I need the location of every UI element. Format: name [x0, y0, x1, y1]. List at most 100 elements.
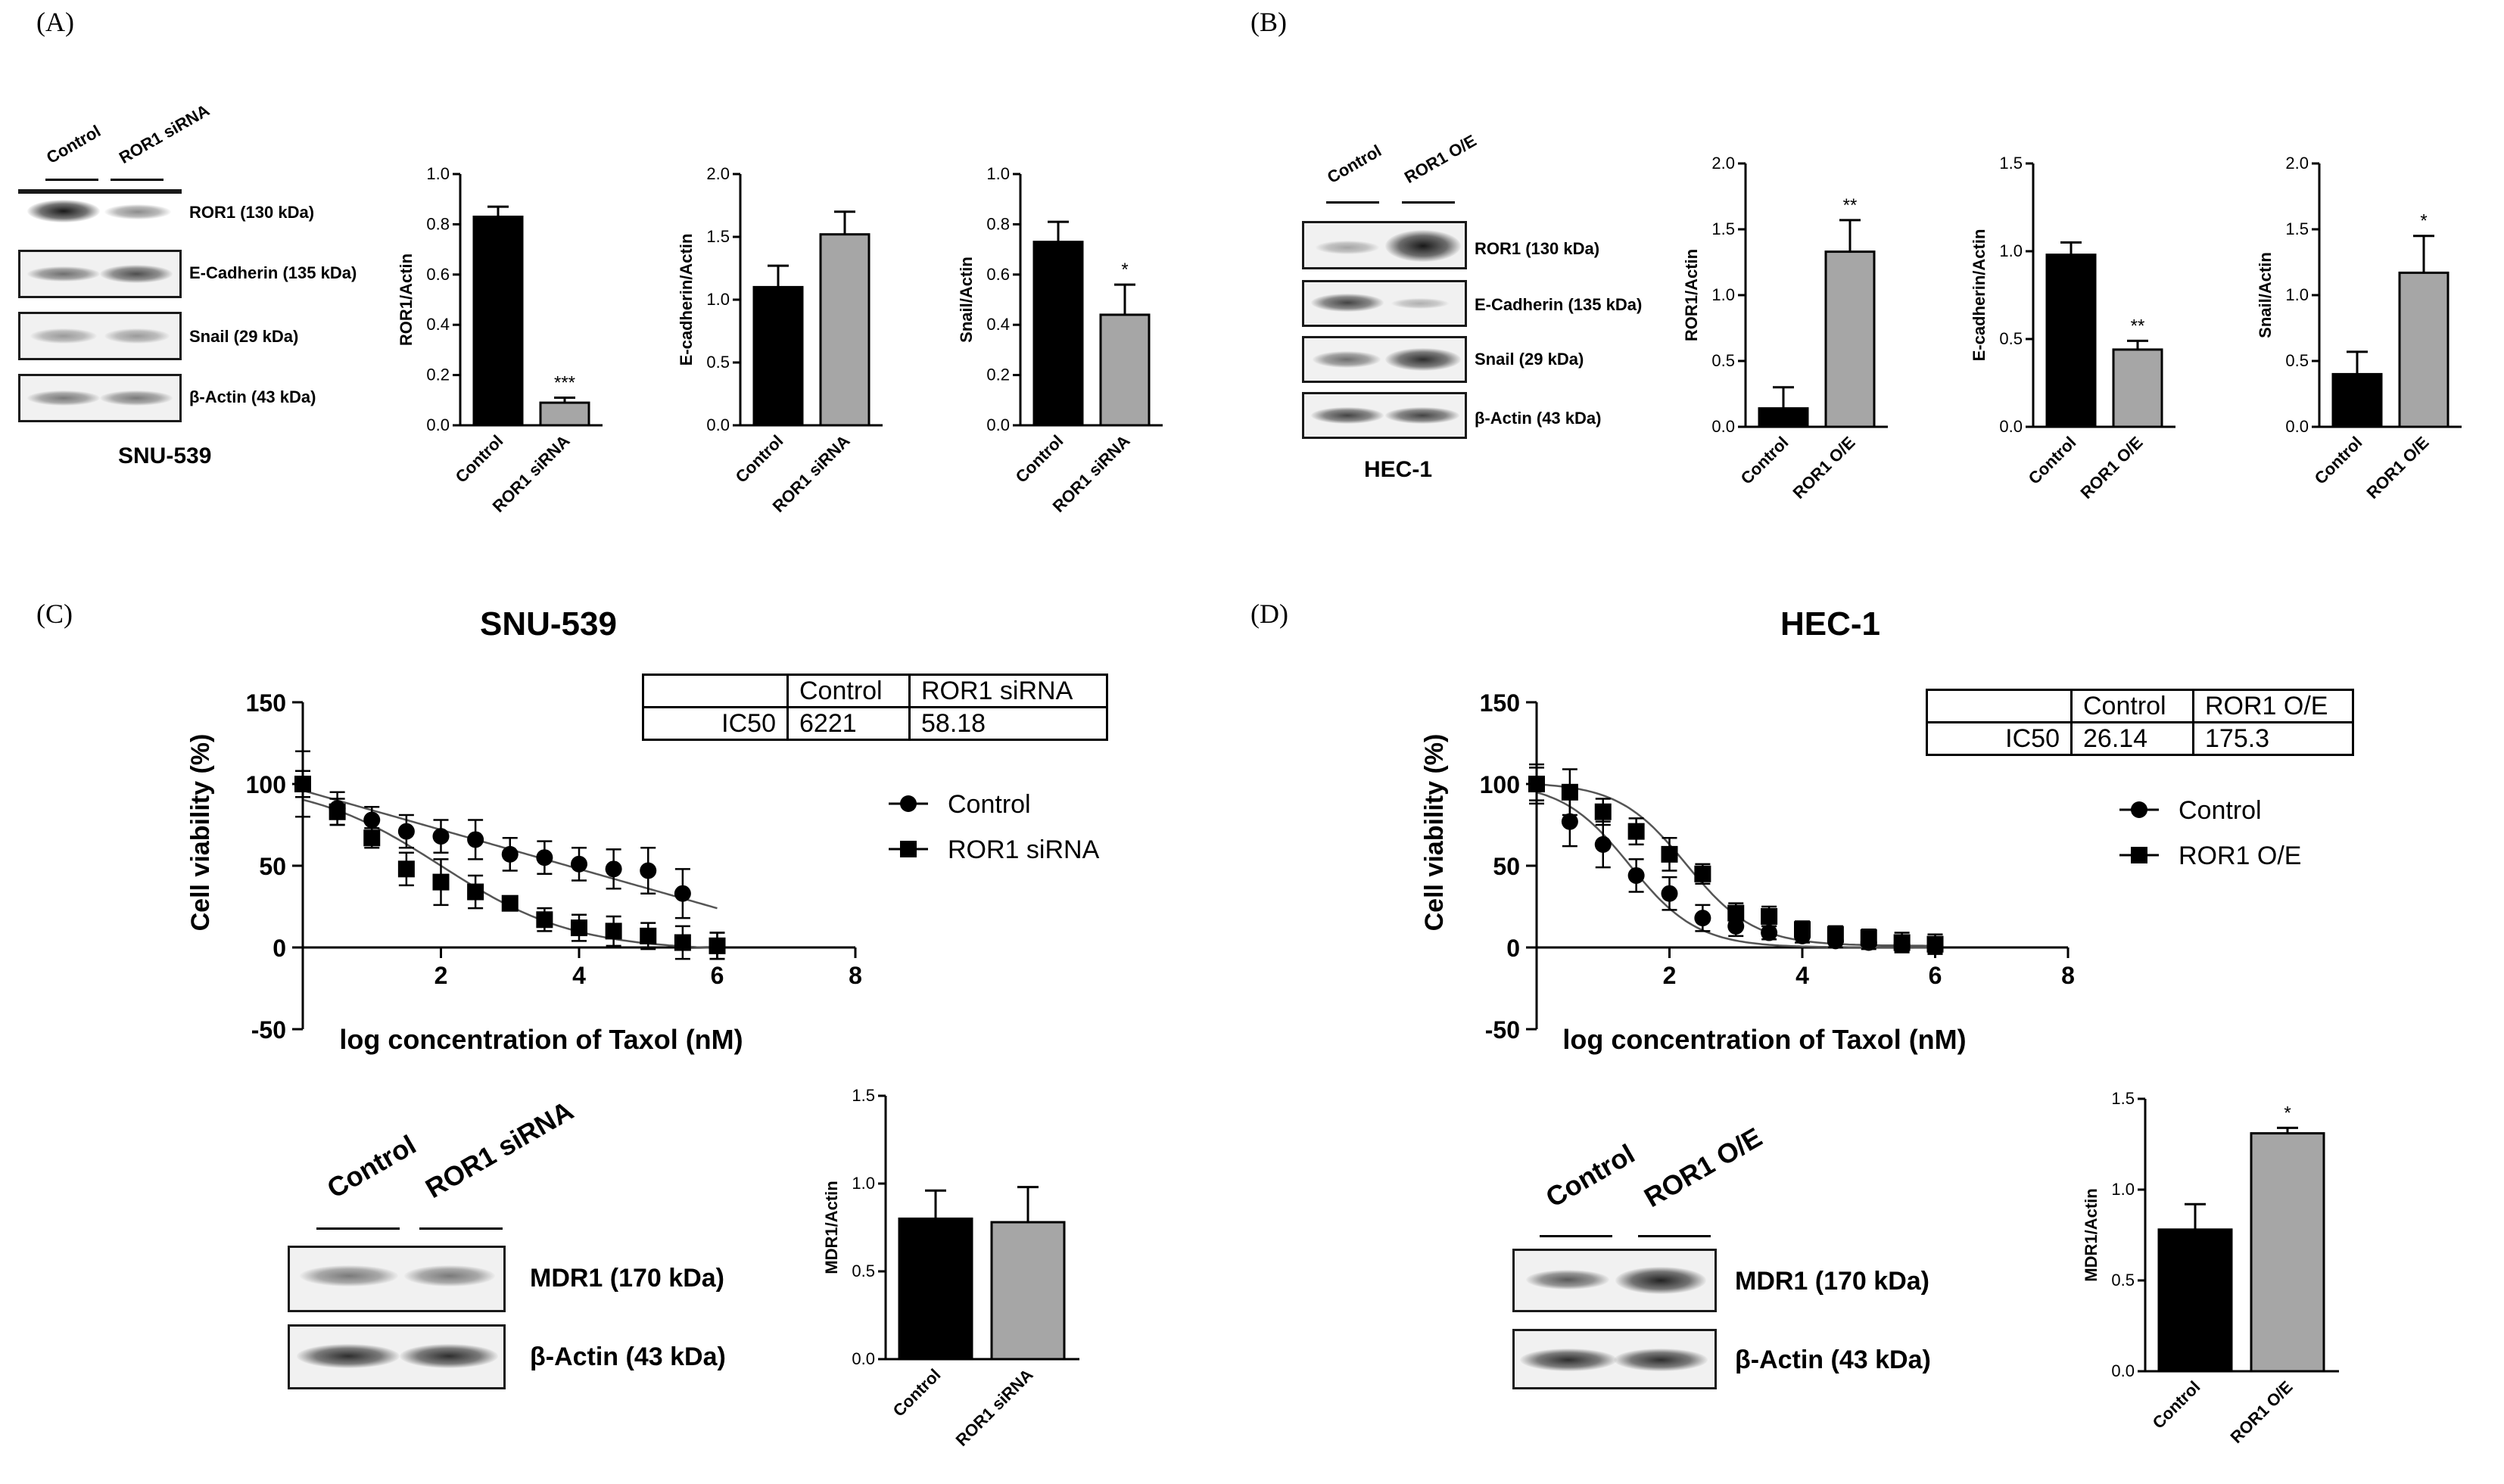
legend-label: Control	[948, 790, 1031, 819]
legend-label: Control	[2179, 796, 2262, 825]
y-tick-label: 0.6	[986, 265, 1010, 284]
bar	[1758, 407, 1809, 428]
data-point-square	[397, 860, 415, 878]
y-axis-label: MDR1/Actin	[822, 1181, 841, 1274]
bar	[990, 1221, 1066, 1361]
x-tick-label: Control	[732, 431, 787, 487]
blot-band	[297, 1344, 400, 1368]
blot-c-band-label: β-Actin (43 kDa)	[530, 1342, 726, 1371]
blot-c-lane-mdr1	[288, 1246, 506, 1312]
panel-c-label: (C)	[36, 599, 73, 629]
x-tick-label: ROR1 siRNA	[952, 1365, 1037, 1450]
y-tick-label: -50	[1485, 1016, 1520, 1044]
y-tick-label: 1.0	[2285, 285, 2309, 304]
legend-label: ROR1 O/E	[2179, 842, 2301, 870]
data-point-circle	[432, 828, 450, 845]
significance-marker: *	[2284, 1103, 2291, 1123]
bar	[1824, 250, 1876, 428]
blot-b-lane-underline	[1326, 201, 1379, 204]
data-point-circle	[640, 862, 657, 879]
ic50-cell: Control	[786, 674, 911, 708]
y-tick-label: 0.5	[1999, 329, 2023, 348]
blot-band	[400, 1344, 498, 1368]
y-tick-label: 2.0	[706, 164, 730, 183]
y-tick-label: 1.0	[2111, 1180, 2135, 1199]
data-point-square	[1827, 926, 1844, 943]
y-tick-label: 50	[259, 853, 286, 880]
blot-band	[1313, 351, 1381, 368]
bar	[2112, 348, 2163, 428]
y-tick-label: 0.0	[426, 415, 450, 434]
x-tick-label: Control	[2149, 1377, 2204, 1433]
blot-band	[27, 200, 100, 222]
y-tick-label: 1.5	[1999, 154, 2023, 173]
data-point-circle	[467, 831, 484, 848]
y-tick-label: 0.6	[426, 265, 450, 284]
data-point-square	[1926, 935, 1944, 953]
ic50-table-c: Control ROR1 siRNA IC50 6221 58.18	[642, 674, 1108, 741]
blot-d-band-label: MDR1 (170 kDa)	[1735, 1267, 1929, 1296]
x-tick-label: 4	[572, 962, 586, 989]
x-tick-label: 2	[434, 962, 448, 989]
blot-c-band-label: MDR1 (170 kDa)	[530, 1264, 724, 1293]
panel-b-label: (B)	[1250, 7, 1287, 37]
blot-band	[1311, 407, 1384, 424]
data-point-square	[1627, 823, 1645, 840]
blot-c-lane-underline	[419, 1227, 503, 1230]
legend-marker-square	[2131, 847, 2147, 863]
x-tick-label: 8	[2061, 962, 2075, 989]
blot-band	[30, 328, 97, 344]
y-tick-label: 0.8	[986, 214, 1010, 233]
blot-a-band-label: Snail (29 kDa)	[189, 327, 299, 346]
blot-band	[1316, 241, 1379, 254]
y-tick-label: 1.0	[426, 164, 450, 183]
x-tick-label: Control	[1737, 433, 1792, 488]
bar	[2331, 372, 2383, 428]
blot-band	[1520, 1349, 1617, 1371]
bar	[2045, 254, 2097, 428]
x-tick-label: 6	[1929, 962, 1942, 989]
x-tick-label: ROR1 O/E	[2227, 1377, 2297, 1447]
blot-band	[1311, 294, 1384, 312]
blot-b-band-label: ROR1 (130 kDa)	[1475, 239, 1600, 258]
y-tick-label: 0.0	[852, 1349, 875, 1368]
significance-marker: **	[1843, 195, 1858, 216]
data-point-square	[501, 894, 519, 912]
data-point-square	[1694, 865, 1711, 882]
blot-c-lane-underline	[316, 1227, 400, 1230]
blot-d-lane-underline	[1638, 1235, 1711, 1237]
y-axis-label: ROR1/Actin	[1682, 249, 1701, 341]
x-tick-label: ROR1 O/E	[2077, 433, 2147, 502]
data-point-square	[329, 803, 346, 820]
ic50-cell: Control	[2070, 689, 2194, 723]
ic50-cell: 175.3	[2192, 721, 2354, 756]
blot-d-band-label: β-Actin (43 kDa)	[1735, 1346, 1931, 1374]
data-point-square	[536, 911, 553, 929]
bar	[1099, 313, 1151, 427]
y-tick-label: 2.0	[1711, 154, 1735, 173]
blot-band	[404, 1265, 495, 1286]
blot-b-band-label: E-Cadherin (135 kDa)	[1475, 295, 1643, 314]
ic50-table-d: Control ROR1 O/E IC50 26.14 175.3	[1926, 689, 2354, 756]
y-tick-label: 1.0	[706, 290, 730, 309]
y-tick-label: 0.4	[986, 315, 1010, 334]
blot-a-band-label: E-Cadherin (135 kDa)	[189, 263, 357, 282]
x-tick-label: 4	[1795, 962, 1809, 989]
data-point-square	[605, 922, 622, 940]
y-tick-label: 1.5	[852, 1086, 875, 1105]
x-tick-label: Control	[889, 1365, 945, 1420]
bar	[2250, 1132, 2325, 1373]
data-point-circle	[1594, 835, 1612, 853]
blot-band	[1385, 407, 1459, 424]
data-point-circle	[397, 823, 415, 840]
blot-a-lane-underline	[45, 179, 98, 181]
blot-band	[100, 265, 173, 283]
y-tick-label: 0	[1506, 935, 1520, 962]
data-point-square	[1727, 904, 1745, 922]
significance-marker: **	[2131, 316, 2145, 336]
x-tick-label: Control	[1012, 431, 1067, 487]
data-point-square	[1794, 921, 1811, 938]
y-tick-label: 50	[1493, 853, 1520, 880]
y-tick-label: 0.5	[1711, 351, 1735, 370]
